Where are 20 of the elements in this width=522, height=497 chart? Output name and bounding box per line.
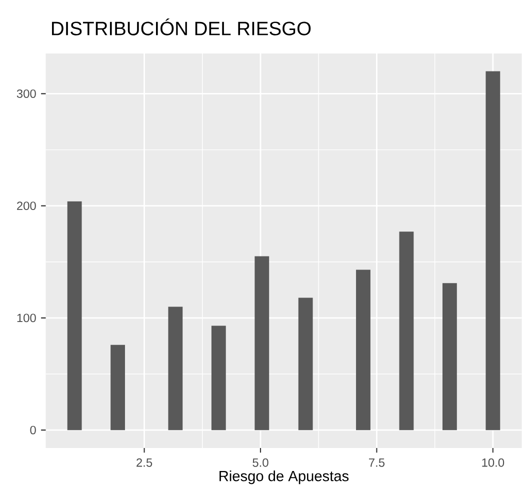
bar (254, 256, 270, 430)
y-tick-label: 0 (30, 426, 36, 434)
y-tick-label: 200 (17, 202, 36, 210)
bar (442, 283, 457, 430)
x-tick-label: 2.5 (136, 458, 152, 467)
bar (168, 306, 183, 430)
x-tick-label: 5.0 (252, 458, 268, 467)
y-tick-label: 100 (17, 314, 36, 322)
bar (211, 326, 226, 430)
bar (67, 201, 82, 430)
x-tick-label: 10.0 (482, 458, 504, 467)
bar (298, 298, 313, 430)
bar (486, 71, 500, 430)
bar (356, 270, 370, 430)
bar (399, 232, 414, 430)
x-axis-title: Riesgo de Apuestas (220, 470, 349, 484)
y-tick-label: 300 (16, 89, 36, 98)
bar (110, 344, 125, 430)
x-tick-label: 7.5 (369, 458, 385, 467)
chart-title: DISTRIBUCIÓN DEL RIESGO (52, 18, 311, 36)
